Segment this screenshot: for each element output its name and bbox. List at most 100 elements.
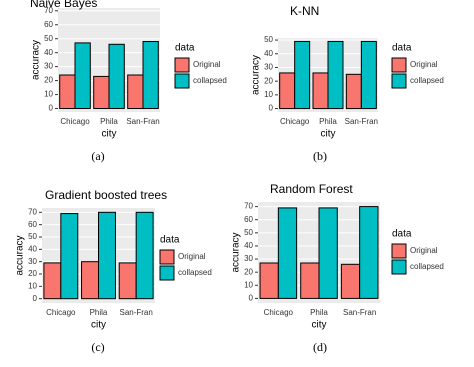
bar (142, 41, 159, 110)
y-tick-label: 10 (28, 281, 37, 290)
legend-label: collapsed (193, 76, 227, 85)
y-tick-label: 50 (44, 34, 53, 43)
legend-swatch (391, 57, 407, 73)
bar (118, 262, 137, 300)
legend-swatch (391, 259, 407, 275)
y-tick-label: 70 (244, 202, 253, 211)
y-tick-label: 30 (28, 257, 37, 266)
x-tick-label: San-Fran (343, 308, 376, 317)
legend-title: data (392, 229, 412, 240)
bar (277, 207, 298, 299)
y-tick-label: 70 (44, 6, 53, 15)
x-axis-label: city (312, 320, 327, 331)
bar (318, 207, 338, 299)
legend-label: Original (193, 60, 221, 69)
legend-label: collapsed (410, 262, 444, 271)
x-axis-label: city (102, 129, 117, 140)
legend-title: data (160, 235, 180, 246)
x-tick-label: Chicago (46, 308, 76, 317)
x-tick-label: San-Fran (345, 117, 378, 126)
y-tick-label: 10 (264, 90, 273, 99)
legend-swatch (159, 249, 175, 265)
y-axis-label: accuracy (31, 40, 42, 80)
caption: (c) (91, 340, 104, 354)
y-tick-label: 70 (28, 207, 37, 216)
legend-label: Original (410, 60, 438, 69)
bar (74, 42, 91, 110)
y-tick-label: 20 (244, 267, 253, 276)
y-tick-label: 30 (44, 62, 53, 71)
legend-title: data (175, 43, 195, 54)
bar (312, 72, 329, 110)
bar (294, 40, 311, 110)
legend-swatch (174, 73, 190, 89)
y-tick-label: 0 (249, 294, 254, 303)
bar (81, 261, 100, 300)
y-tick-label: 60 (28, 220, 37, 229)
x-tick-label: San-Fran (126, 117, 159, 126)
y-tick-label: 20 (264, 76, 273, 85)
bar (360, 40, 377, 110)
legend-label: Original (178, 252, 206, 261)
bar (327, 40, 344, 110)
y-axis-label: accuracy (251, 55, 262, 95)
y-tick-label: 10 (44, 90, 53, 99)
x-tick-label: Chicago (264, 308, 294, 317)
x-tick-label: Chicago (60, 117, 90, 126)
y-tick-label: 30 (264, 63, 273, 72)
bar (300, 262, 320, 299)
y-tick-label: 0 (49, 104, 54, 113)
bar (279, 72, 296, 110)
y-tick-label: 40 (264, 49, 273, 58)
bar (135, 211, 154, 300)
x-tick-label: San-Fran (119, 308, 152, 317)
bar (43, 262, 62, 300)
bar (340, 263, 361, 299)
chart-title: K-NN (290, 4, 319, 18)
y-tick-label: 50 (244, 228, 253, 237)
legend-label: collapsed (178, 268, 212, 277)
x-axis-label: city (321, 129, 336, 140)
x-tick-label: Phila (319, 117, 337, 126)
bar (93, 75, 110, 110)
x-tick-label: Phila (310, 308, 328, 317)
y-tick-label: 60 (44, 20, 53, 29)
caption: (a) (91, 149, 104, 163)
x-tick-label: Phila (90, 308, 108, 317)
chart-title: Random Forest (270, 182, 353, 196)
caption: (b) (313, 149, 327, 163)
bar (60, 213, 79, 300)
y-tick-label: 60 (244, 215, 253, 224)
y-tick-label: 30 (244, 254, 253, 263)
legend-title: data (392, 43, 412, 54)
x-axis-label: city (91, 320, 106, 331)
y-tick-label: 0 (269, 104, 274, 113)
x-tick-label: Phila (100, 117, 118, 126)
y-tick-label: 50 (264, 35, 273, 44)
chart-title: Gradient boosted trees (45, 188, 167, 202)
bar (108, 43, 125, 110)
legend-label: Original (410, 246, 438, 255)
chart-title: Naive Bayes (30, 0, 97, 10)
y-tick-label: 40 (28, 244, 37, 253)
y-tick-label: 20 (44, 76, 53, 85)
y-tick-label: 0 (33, 294, 38, 303)
bar (127, 74, 144, 110)
y-tick-label: 20 (28, 269, 37, 278)
y-axis-label: accuracy (15, 235, 26, 275)
legend-label: collapsed (410, 76, 444, 85)
legend-swatch (174, 57, 190, 73)
caption: (d) (313, 340, 327, 354)
y-tick-label: 40 (44, 48, 53, 57)
y-tick-label: 10 (244, 280, 253, 289)
legend-swatch (391, 73, 407, 89)
bar (359, 206, 379, 299)
y-axis-label: accuracy (231, 232, 242, 272)
bar (259, 262, 279, 299)
bar (98, 211, 116, 300)
bar (59, 74, 76, 110)
x-tick-label: Chicago (280, 117, 310, 126)
bar (345, 73, 362, 110)
y-tick-label: 40 (244, 241, 253, 250)
